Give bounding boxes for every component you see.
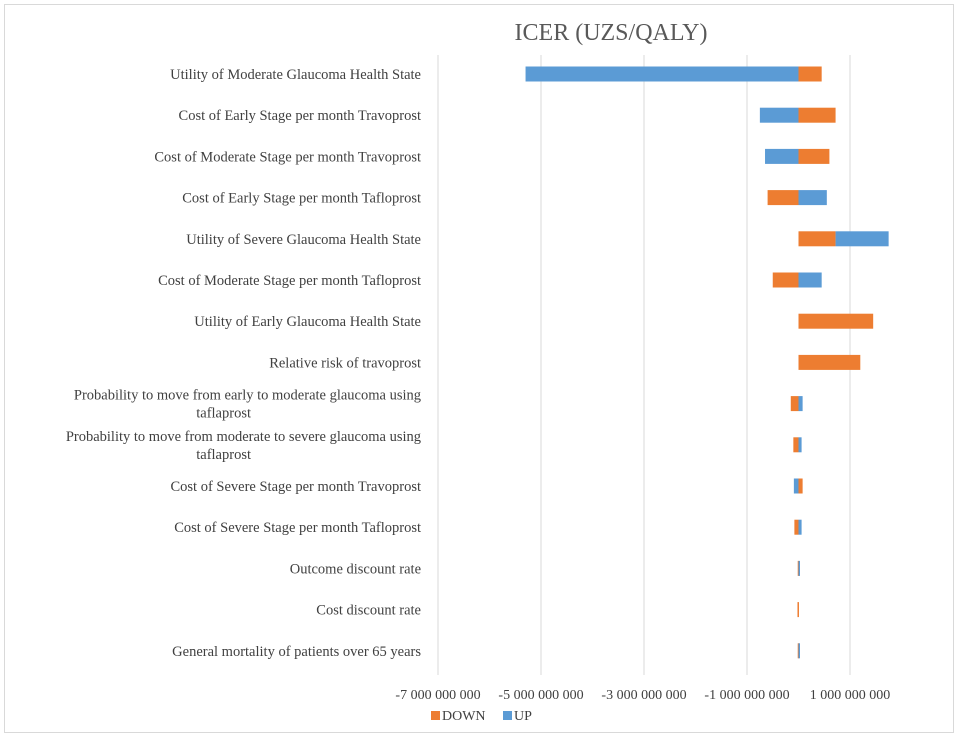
category-label: Cost of Severe Stage per month Taflopros…: [174, 520, 421, 536]
bar-down-9: [793, 437, 799, 453]
legend: DOWN UP: [431, 709, 532, 724]
legend-label-down: DOWN: [442, 709, 486, 724]
bar-up-3: [798, 190, 827, 206]
x-axis-tick-labels: -7 000 000 000 -5 000 000 000 -3 000 000 0…: [395, 688, 890, 703]
category-label: Probability to move from early to modera…: [74, 388, 421, 422]
category-label: Cost of Early Stage per month Travoprost: [179, 108, 421, 124]
x-tick-label: -7 000 000 000: [395, 688, 480, 703]
category-labels: Utility of Moderate Glaucoma Health Stat…: [66, 67, 422, 660]
category-label: Probability to move from moderate to sev…: [66, 429, 421, 463]
bar-down-7: [798, 354, 861, 370]
bar-down-5: [772, 272, 799, 288]
bar-down-3: [767, 190, 799, 206]
category-label: Relative risk of travoprost: [269, 355, 421, 371]
chart-title: ICER (UZS/QALY): [515, 20, 708, 46]
category-label: Cost of Moderate Stage per month Travopr…: [154, 149, 421, 165]
bar-up-12: [798, 560, 800, 576]
bar-up-14: [798, 643, 800, 659]
bar-up-9: [798, 437, 802, 453]
bar-up-8: [798, 396, 803, 412]
x-tick-label: -5 000 000 000: [498, 688, 583, 703]
bar-up-4: [835, 231, 889, 247]
bar-down-10: [798, 478, 803, 494]
bar-down-13: [797, 602, 799, 618]
bar-down-8: [790, 396, 799, 412]
x-tick-label: 1 000 000 000: [810, 688, 891, 703]
bar-down-0: [798, 66, 822, 82]
bar-up-11: [798, 519, 802, 535]
bar-down-2: [798, 148, 830, 164]
chart-frame: Utility of Moderate Glaucoma Health Stat…: [4, 4, 954, 733]
legend-swatch-down: [431, 711, 440, 720]
category-label: Utility of Early Glaucoma Health State: [194, 314, 421, 330]
x-tick-label: -3 000 000 000: [601, 688, 686, 703]
category-label: Utility of Severe Glaucoma Health State: [186, 232, 421, 248]
bar-up-10: [793, 478, 799, 494]
bar-down-4: [798, 231, 836, 247]
category-label: Cost of Severe Stage per month Travopros…: [170, 479, 421, 495]
bar-down-12: [797, 560, 800, 576]
x-tick-label: -1 000 000 000: [704, 688, 789, 703]
legend-swatch-up: [503, 711, 512, 720]
grid-lines: [437, 55, 851, 675]
bar-up-5: [798, 272, 822, 288]
bar-down-14: [797, 643, 800, 659]
bar-down-11: [794, 519, 799, 535]
category-label: Cost discount rate: [316, 603, 421, 619]
bar-down-1: [798, 107, 836, 123]
legend-label-up: UP: [514, 709, 532, 724]
category-label: General mortality of patients over 65 ye…: [172, 644, 421, 660]
bar-up-2: [765, 148, 799, 164]
bar-up-0: [525, 66, 799, 82]
category-label: Utility of Moderate Glaucoma Health Stat…: [170, 67, 421, 83]
bar-down-6: [798, 313, 874, 329]
category-label: Outcome discount rate: [290, 561, 421, 577]
bars: [525, 66, 889, 659]
bar-up-1: [759, 107, 799, 123]
tornado-chart: Utility of Moderate Glaucoma Health Stat…: [66, 20, 890, 724]
category-label: Cost of Early Stage per month Tafloprost: [182, 191, 421, 207]
category-label: Cost of Moderate Stage per month Taflopr…: [158, 273, 421, 289]
